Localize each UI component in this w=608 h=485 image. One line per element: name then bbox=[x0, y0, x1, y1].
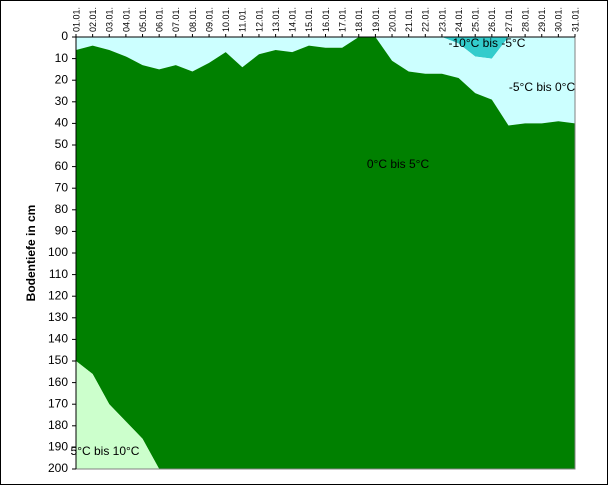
x-tick-label: 26.01. bbox=[487, 7, 497, 32]
x-tick-label: 29.01. bbox=[537, 7, 547, 32]
x-tick-label: 12.01. bbox=[254, 7, 264, 32]
x-tick-label: 01.01. bbox=[71, 7, 81, 32]
region-label: -10°C bis -5°C bbox=[449, 36, 526, 50]
x-tick-label: 28.01. bbox=[520, 7, 530, 32]
y-tick-label: 40 bbox=[55, 116, 69, 130]
region-label: 0°C bis 5°C bbox=[367, 157, 430, 171]
y-tick-label: 50 bbox=[55, 137, 69, 151]
x-tick-label: 06.01. bbox=[155, 7, 165, 32]
x-tick-label: 18.01. bbox=[354, 7, 364, 32]
x-tick-label: 10.01. bbox=[221, 7, 231, 32]
x-tick-label: 17.01. bbox=[338, 7, 348, 32]
x-tick-label: 09.01. bbox=[204, 7, 214, 32]
y-tick-label: 100 bbox=[48, 245, 68, 259]
y-tick-label: 170 bbox=[48, 396, 68, 410]
y-tick-label: 140 bbox=[48, 332, 68, 346]
y-tick-label: 80 bbox=[55, 202, 69, 216]
region-label: 5°C bis 10°C bbox=[71, 444, 140, 458]
x-tick-label: 13.01. bbox=[271, 7, 281, 32]
y-tick-label: 90 bbox=[55, 224, 69, 238]
x-tick-label: 15.01. bbox=[304, 7, 314, 32]
y-tick-label: 70 bbox=[55, 180, 69, 194]
y-tick-label: 190 bbox=[48, 440, 68, 454]
x-tick-label: 22.01. bbox=[421, 7, 431, 32]
x-tick-label: 02.01. bbox=[88, 7, 98, 32]
x-tick-label: 11.01. bbox=[238, 8, 248, 32]
y-tick-label: 120 bbox=[48, 288, 68, 302]
y-tick-label: 60 bbox=[55, 159, 69, 173]
x-tick-label: 30.01. bbox=[554, 7, 564, 32]
y-tick-label: 110 bbox=[49, 267, 68, 281]
y-tick-label: 150 bbox=[48, 353, 68, 367]
region-label: -5°C bis 0°C bbox=[509, 80, 576, 94]
area bbox=[76, 37, 575, 126]
x-tick-label: 20.01. bbox=[387, 7, 397, 32]
y-axis-label: Bodentiefe in cm bbox=[24, 205, 38, 302]
x-tick-label: 21.01. bbox=[404, 7, 414, 32]
y-tick-label: 200 bbox=[48, 461, 68, 475]
x-tick-label: 07.01. bbox=[171, 7, 181, 32]
y-tick-label: 0 bbox=[61, 29, 68, 43]
area bbox=[76, 37, 575, 469]
area bbox=[76, 37, 575, 59]
x-tick-label: 03.01. bbox=[105, 7, 115, 32]
x-tick-label: 19.01. bbox=[371, 7, 381, 32]
x-tick-label: 24.01. bbox=[454, 7, 464, 32]
area bbox=[76, 361, 575, 469]
x-tick-label: 23.01. bbox=[437, 7, 447, 32]
y-tick-label: 20 bbox=[55, 72, 69, 86]
x-tick-label: 14.01. bbox=[288, 7, 298, 32]
y-tick-label: 30 bbox=[55, 94, 69, 108]
x-tick-label: 25.01. bbox=[471, 7, 481, 32]
x-tick-label: 05.01. bbox=[138, 7, 148, 32]
y-tick-label: 130 bbox=[48, 310, 68, 324]
x-tick-label: 04.01. bbox=[121, 7, 131, 32]
x-tick-label: 08.01. bbox=[188, 7, 198, 32]
y-tick-label: 180 bbox=[48, 418, 68, 432]
x-tick-label: 27.01. bbox=[504, 7, 514, 32]
x-tick-label: 16.01. bbox=[321, 7, 331, 32]
x-tick-label: 31.01. bbox=[570, 7, 580, 32]
y-tick-label: 10 bbox=[55, 51, 69, 65]
y-tick-label: 160 bbox=[48, 375, 68, 389]
